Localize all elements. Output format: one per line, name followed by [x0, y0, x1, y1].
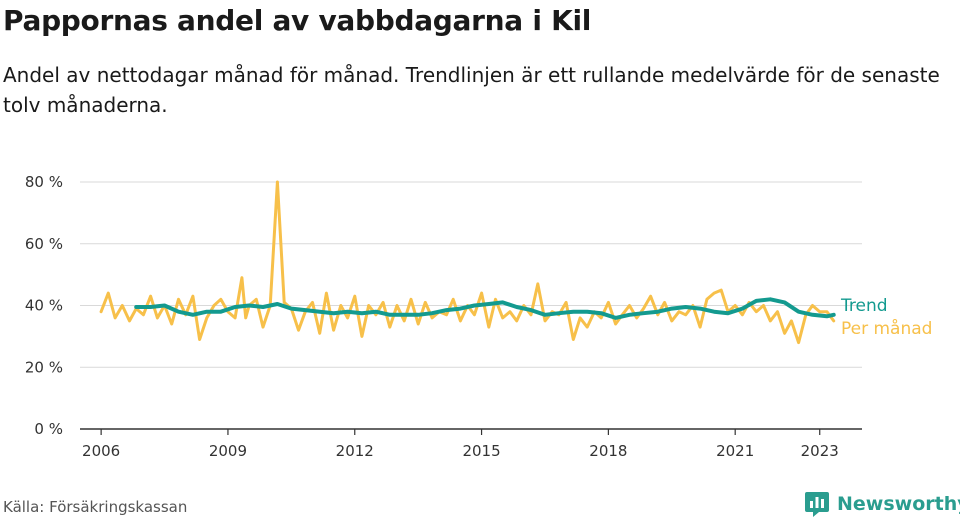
y-tick-label: 0 % — [34, 420, 63, 438]
chart-title: Pappornas andel av vabbdagarna i Kil — [3, 4, 592, 37]
legend-trend: Trend — [840, 296, 888, 316]
x-tick-label: 2023 — [801, 442, 839, 460]
y-tick-label: 20 % — [25, 358, 63, 376]
x-axis: 2006 2009 2012 2015 2018 2021 2023 — [80, 428, 862, 460]
x-tick-label: 2021 — [716, 442, 754, 460]
x-tick-label: 2018 — [589, 442, 627, 460]
x-tick-label: 2009 — [209, 442, 247, 460]
brand-logo[interactable]: Newsworthy — [805, 490, 960, 518]
monthly-line — [99, 180, 836, 345]
x-tick-label: 2012 — [336, 442, 374, 460]
trend-line — [134, 297, 836, 320]
x-tick-label: 2006 — [82, 442, 120, 460]
y-tick-label: 40 % — [25, 297, 63, 315]
chart-subtitle: Andel av nettodagar månad för månad. Tre… — [3, 63, 940, 117]
brand-name: Newsworthy — [837, 493, 960, 515]
legend-monthly: Per månad — [841, 318, 932, 339]
series-lines — [99, 180, 836, 345]
source-note: Källa: Försäkringskassan — [3, 498, 188, 516]
x-tick-label: 2015 — [462, 442, 500, 460]
grid-lines — [80, 181, 862, 368]
y-tick-label: 80 % — [25, 173, 63, 191]
y-tick-label: 60 % — [25, 235, 63, 253]
newsworthy-icon — [805, 492, 829, 517]
y-axis-labels: 0 % 20 % 40 % 60 % 80 % — [25, 173, 63, 438]
